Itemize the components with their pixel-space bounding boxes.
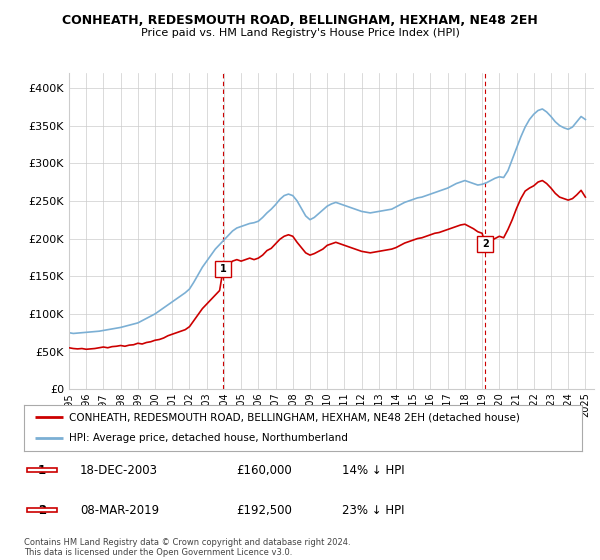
Text: CONHEATH, REDESMOUTH ROAD, BELLINGHAM, HEXHAM, NE48 2EH: CONHEATH, REDESMOUTH ROAD, BELLINGHAM, H… xyxy=(62,14,538,27)
Text: 2: 2 xyxy=(38,504,46,517)
Text: CONHEATH, REDESMOUTH ROAD, BELLINGHAM, HEXHAM, NE48 2EH (detached house): CONHEATH, REDESMOUTH ROAD, BELLINGHAM, H… xyxy=(68,412,520,422)
Text: Price paid vs. HM Land Registry's House Price Index (HPI): Price paid vs. HM Land Registry's House … xyxy=(140,28,460,38)
Text: HPI: Average price, detached house, Northumberland: HPI: Average price, detached house, Nort… xyxy=(68,433,347,444)
FancyBboxPatch shape xyxy=(27,468,58,472)
FancyBboxPatch shape xyxy=(27,508,58,512)
Text: 18-DEC-2003: 18-DEC-2003 xyxy=(80,464,158,477)
Text: 14% ↓ HPI: 14% ↓ HPI xyxy=(342,464,404,477)
Text: £192,500: £192,500 xyxy=(236,504,292,517)
Text: 2: 2 xyxy=(482,239,489,249)
Text: Contains HM Land Registry data © Crown copyright and database right 2024.
This d: Contains HM Land Registry data © Crown c… xyxy=(24,538,350,557)
Text: 1: 1 xyxy=(38,464,46,477)
Text: 23% ↓ HPI: 23% ↓ HPI xyxy=(342,504,404,517)
Text: 1: 1 xyxy=(220,264,227,274)
Text: £160,000: £160,000 xyxy=(236,464,292,477)
Text: 08-MAR-2019: 08-MAR-2019 xyxy=(80,504,159,517)
